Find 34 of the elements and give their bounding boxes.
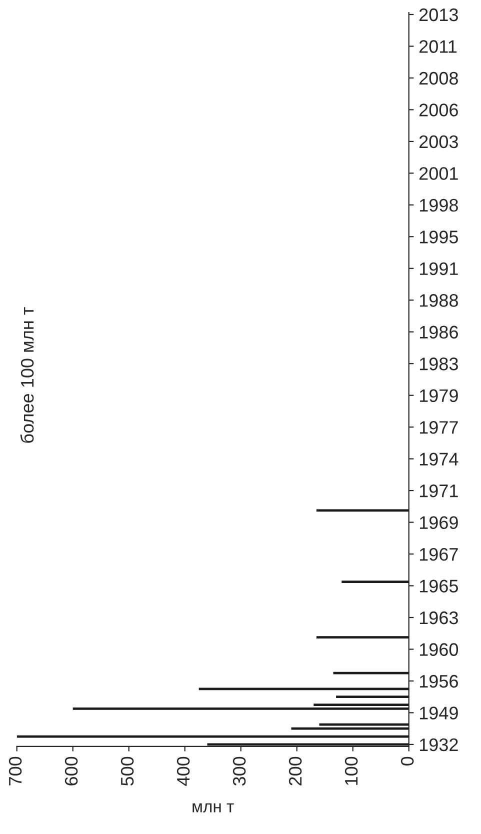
y-tick-label: 1971 [420,484,458,498]
x-axis-title: млн т [192,803,234,812]
y-tick-label: 1979 [420,389,458,402]
x-tick-label: 0 [400,756,414,766]
y-tick-label: 2011 [419,40,457,53]
y-tick-label: 1991 [420,262,458,276]
x-tick-label: 300 [232,756,246,786]
y-tick-label: 1956 [420,674,458,688]
y-tick-label: 1983 [420,358,458,370]
y-tick-label: 2003 [419,135,458,148]
y-tick-label: 1977 [420,421,458,434]
y-tick-label: 2001 [419,167,458,180]
y-tick-label: 1949 [420,706,458,720]
x-tick-label: 700 [8,756,22,786]
y-tick-label: 1988 [420,294,458,307]
y-tick-label: 1967 [420,548,458,561]
x-tick-label: 400 [176,756,190,786]
x-tick-label: 500 [120,756,134,786]
y-tick-label: 2006 [419,104,458,116]
text: более 100 млн т [20,307,34,443]
x-tick-label: 600 [64,756,78,786]
y-tick-label: 1974 [420,452,458,466]
y-tick-label: 1965 [420,580,458,592]
y-tick-label: 1969 [420,516,458,530]
y-tick-label: 1998 [420,198,458,212]
x-tick-label: 200 [288,756,302,786]
y-tick-label: 1963 [420,611,458,624]
y-tick-label: 1932 [420,738,458,752]
y-tick-label: 2008 [419,72,458,85]
y-tick-label: 2013 [419,8,458,22]
y-tick-label: 1960 [420,643,458,656]
y-tick-label: 1995 [420,230,458,244]
y-tick-label: 1986 [420,326,458,339]
x-tick-label: 100 [344,756,358,785]
